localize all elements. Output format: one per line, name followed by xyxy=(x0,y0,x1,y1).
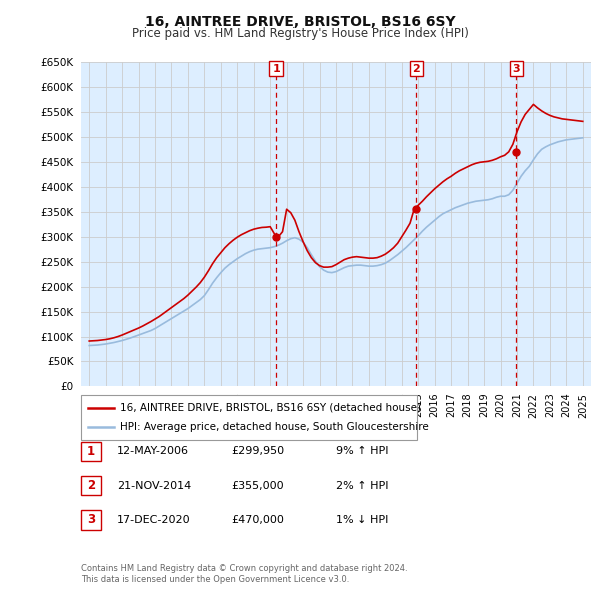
Text: 3: 3 xyxy=(512,64,520,74)
Text: 16, AINTREE DRIVE, BRISTOL, BS16 6SY (detached house): 16, AINTREE DRIVE, BRISTOL, BS16 6SY (de… xyxy=(120,403,421,412)
Text: 21-NOV-2014: 21-NOV-2014 xyxy=(117,481,191,490)
Text: £355,000: £355,000 xyxy=(231,481,284,490)
Text: Contains HM Land Registry data © Crown copyright and database right 2024.: Contains HM Land Registry data © Crown c… xyxy=(81,565,407,573)
Text: HPI: Average price, detached house, South Gloucestershire: HPI: Average price, detached house, Sout… xyxy=(120,422,429,432)
Text: 2: 2 xyxy=(87,479,95,492)
Text: 2: 2 xyxy=(413,64,421,74)
Text: 2% ↑ HPI: 2% ↑ HPI xyxy=(336,481,389,490)
Text: Price paid vs. HM Land Registry's House Price Index (HPI): Price paid vs. HM Land Registry's House … xyxy=(131,27,469,40)
Text: 1: 1 xyxy=(272,64,280,74)
Text: 17-DEC-2020: 17-DEC-2020 xyxy=(117,515,191,525)
Text: 1: 1 xyxy=(87,445,95,458)
Text: 1% ↓ HPI: 1% ↓ HPI xyxy=(336,515,388,525)
Text: £470,000: £470,000 xyxy=(231,515,284,525)
Text: £299,950: £299,950 xyxy=(231,447,284,456)
Text: 16, AINTREE DRIVE, BRISTOL, BS16 6SY: 16, AINTREE DRIVE, BRISTOL, BS16 6SY xyxy=(145,15,455,29)
Text: 9% ↑ HPI: 9% ↑ HPI xyxy=(336,447,389,456)
Text: 3: 3 xyxy=(87,513,95,526)
Text: This data is licensed under the Open Government Licence v3.0.: This data is licensed under the Open Gov… xyxy=(81,575,349,584)
Text: 12-MAY-2006: 12-MAY-2006 xyxy=(117,447,189,456)
